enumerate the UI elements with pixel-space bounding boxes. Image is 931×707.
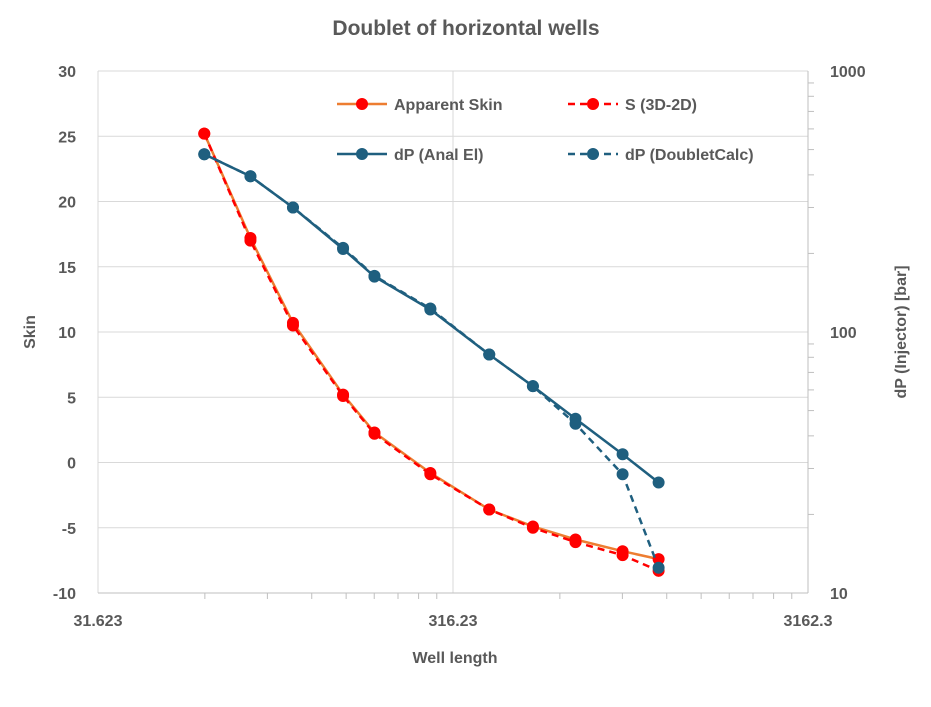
y-tick-label: -5	[62, 521, 76, 538]
x-tick-label: 316.23	[429, 613, 478, 630]
data-point	[483, 503, 496, 516]
data-point	[286, 201, 299, 214]
y-tick-label: 20	[58, 195, 76, 212]
axes: 30 25 20 15 10 5 0 -5 -10 31.623 316.23 3162.3 1000 1…	[53, 64, 866, 630]
data-point	[652, 476, 665, 489]
series-layer	[198, 127, 665, 577]
x-tick-label: 31.623	[74, 613, 123, 630]
y2-axis-title: dP (Injector) [bar]	[893, 265, 910, 398]
legend-marker	[587, 148, 599, 160]
series-line-s-3d-2d	[203, 133, 660, 572]
data-point	[526, 380, 539, 393]
y2-tick-label: 1000	[830, 64, 866, 81]
data-point	[569, 417, 582, 430]
data-point	[616, 448, 629, 461]
y2-tick-label: 100	[830, 325, 857, 342]
y-tick-label: 0	[67, 456, 76, 473]
y2-tick-label: 10	[830, 586, 848, 603]
y-tick-label: 15	[58, 260, 76, 277]
legend-label: Apparent Skin	[394, 97, 502, 114]
y-tick-label: 25	[58, 129, 76, 146]
x-axis-title: Well length	[412, 650, 497, 667]
data-point	[424, 302, 437, 315]
legend-label: dP (DoubletCalc)	[625, 147, 754, 164]
legend-marker	[356, 98, 368, 110]
data-point	[198, 127, 211, 140]
data-point	[368, 269, 381, 282]
data-point	[337, 241, 350, 254]
legend-label: dP (Anal El)	[394, 147, 484, 164]
legend-marker	[356, 148, 368, 160]
data-point	[652, 561, 665, 574]
series-line-dp-anal-el	[203, 153, 660, 484]
chart-title: Doublet of horizontal wells	[332, 17, 599, 40]
data-point	[616, 549, 629, 562]
data-point	[424, 468, 437, 481]
data-point	[569, 536, 582, 549]
data-point	[286, 319, 299, 332]
series-line-apparent-skin	[203, 133, 659, 561]
y-tick-label: 30	[58, 64, 76, 81]
data-point	[368, 427, 381, 440]
y-tick-label: 10	[58, 325, 76, 342]
y-tick-label: 5	[67, 390, 76, 407]
data-point	[244, 170, 257, 183]
data-point	[483, 348, 496, 361]
data-point	[337, 389, 350, 402]
data-point	[526, 521, 539, 534]
legend: Apparent Skin S (3D-2D) dP (Anal El) dP (Do…	[337, 97, 754, 164]
y-tick-label: -10	[53, 586, 76, 603]
legend-marker	[587, 98, 599, 110]
data-point	[198, 148, 211, 161]
x-tick-label: 3162.3	[784, 613, 833, 630]
y-axis-title: Skin	[22, 315, 39, 349]
legend-label: S (3D-2D)	[625, 97, 697, 114]
series-line-dp-doubletcalc	[203, 153, 660, 569]
data-point	[244, 234, 257, 247]
data-point	[616, 468, 629, 481]
